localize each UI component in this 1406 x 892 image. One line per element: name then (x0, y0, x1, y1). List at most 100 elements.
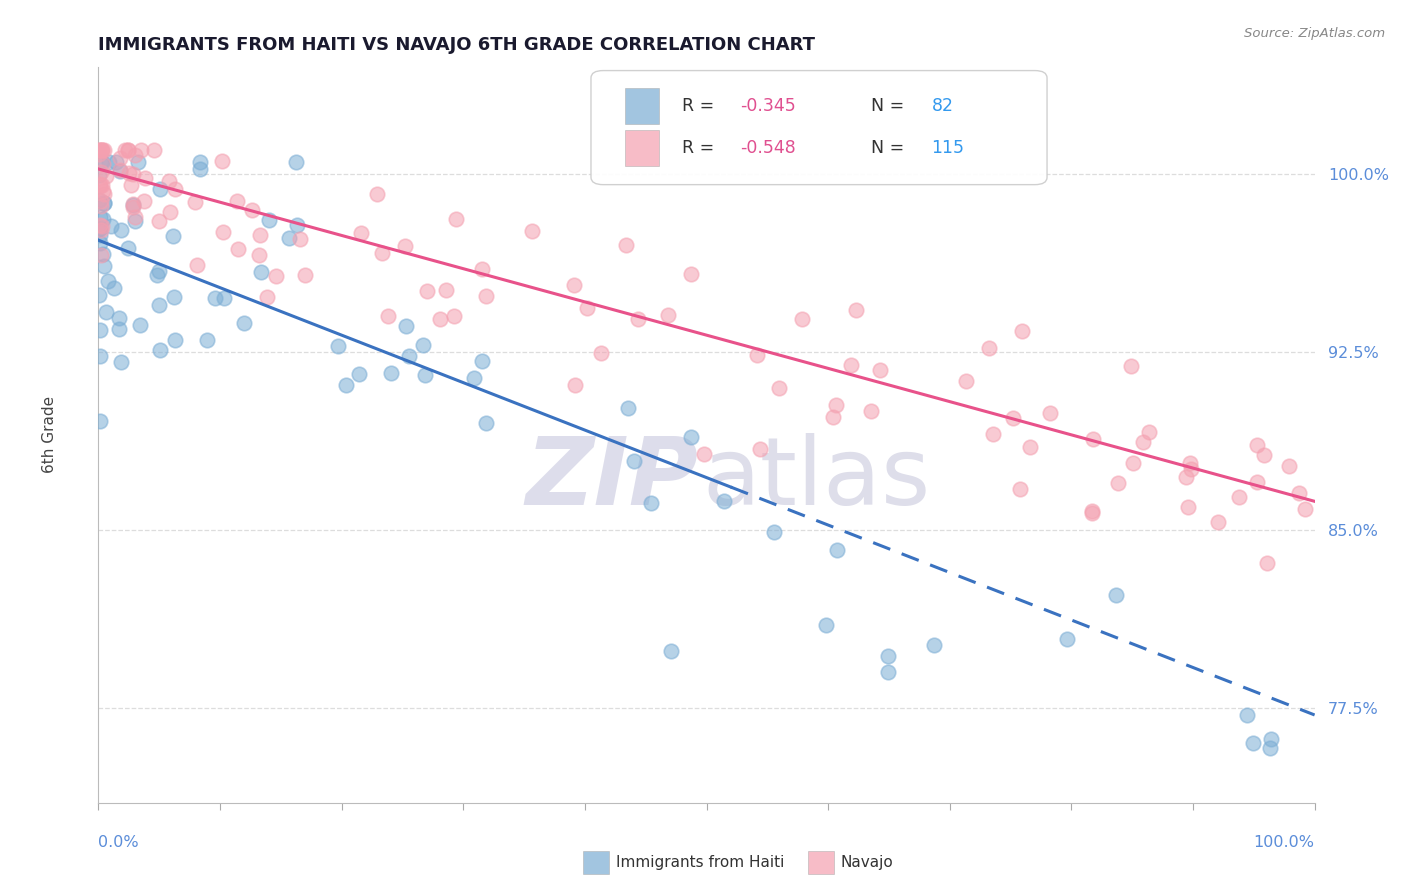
Text: Immigrants from Haiti: Immigrants from Haiti (616, 855, 785, 870)
Point (87, 288, 110, 302)
Point (89, 414, 111, 428)
Point (132, 194, 155, 209)
Point (186, 258, 208, 272)
Point (1253, 448, 1275, 462)
Point (104, 154, 127, 169)
FancyBboxPatch shape (626, 88, 659, 124)
Point (188, 161, 211, 176)
Point (142, 143, 165, 157)
Point (444, 212, 467, 227)
Point (1236, 707, 1258, 722)
Point (93, 195, 115, 210)
Point (89, 218, 111, 232)
Point (285, 219, 308, 233)
Text: N =: N = (870, 97, 910, 115)
Point (165, 333, 187, 347)
Point (294, 268, 316, 282)
Point (463, 371, 485, 385)
Y-axis label: 6th Grade: 6th Grade (42, 396, 56, 474)
Point (204, 291, 226, 305)
Point (1288, 486, 1310, 500)
Text: 115: 115 (932, 139, 965, 157)
Point (159, 205, 181, 219)
Point (93, 186, 115, 201)
Point (470, 262, 492, 277)
Point (121, 167, 143, 181)
Point (249, 264, 271, 278)
Point (90, 248, 112, 262)
Point (226, 194, 249, 208)
Point (1081, 504, 1104, 518)
Point (614, 238, 637, 252)
Text: R =: R = (682, 139, 720, 157)
Point (1246, 438, 1268, 452)
Point (876, 649, 898, 664)
Point (1081, 432, 1104, 446)
Point (146, 268, 169, 283)
Point (97, 274, 120, 288)
Point (212, 291, 235, 305)
Point (955, 374, 977, 388)
Point (100, 219, 122, 233)
Point (679, 430, 702, 444)
Point (149, 343, 172, 357)
Point (475, 416, 498, 430)
Point (108, 164, 131, 178)
Point (981, 426, 1004, 441)
Point (412, 338, 434, 352)
Point (93, 143, 115, 157)
Point (124, 214, 146, 228)
Point (278, 231, 301, 245)
Text: 0.0%: 0.0% (98, 836, 139, 850)
Point (335, 377, 357, 392)
Point (93, 196, 115, 211)
Point (877, 665, 900, 680)
Point (120, 178, 142, 193)
Point (89, 349, 111, 363)
Point (434, 283, 457, 297)
Point (349, 367, 371, 381)
Point (922, 638, 945, 652)
Point (90, 165, 112, 179)
Text: Navajo: Navajo (841, 855, 894, 870)
Point (623, 454, 645, 468)
Point (256, 290, 278, 304)
Point (87, 168, 110, 182)
Text: -0.345: -0.345 (741, 97, 796, 115)
Point (122, 198, 145, 212)
Point (416, 284, 439, 298)
Point (110, 355, 132, 369)
Point (89, 236, 111, 251)
Point (825, 542, 848, 557)
Point (1174, 470, 1197, 484)
Point (1019, 441, 1042, 455)
Point (124, 210, 146, 224)
Point (748, 442, 770, 456)
Point (163, 289, 186, 303)
Point (1260, 731, 1282, 746)
Point (429, 312, 451, 326)
Point (288, 232, 311, 246)
Point (1177, 500, 1199, 515)
Point (1277, 459, 1299, 474)
Point (1056, 632, 1078, 647)
Point (90, 194, 112, 208)
Point (1107, 475, 1129, 490)
Point (415, 368, 437, 382)
Point (747, 348, 769, 362)
Point (1010, 482, 1032, 496)
Point (232, 316, 254, 330)
Point (1122, 457, 1144, 471)
Point (211, 153, 233, 168)
Point (90, 143, 112, 157)
Point (117, 143, 139, 157)
Point (1256, 556, 1278, 570)
Point (1001, 410, 1024, 425)
Text: N =: N = (870, 139, 910, 157)
Point (1137, 425, 1160, 440)
Point (103, 281, 125, 295)
Point (110, 223, 132, 237)
Point (91, 157, 114, 171)
Point (627, 311, 650, 326)
Point (108, 163, 131, 178)
